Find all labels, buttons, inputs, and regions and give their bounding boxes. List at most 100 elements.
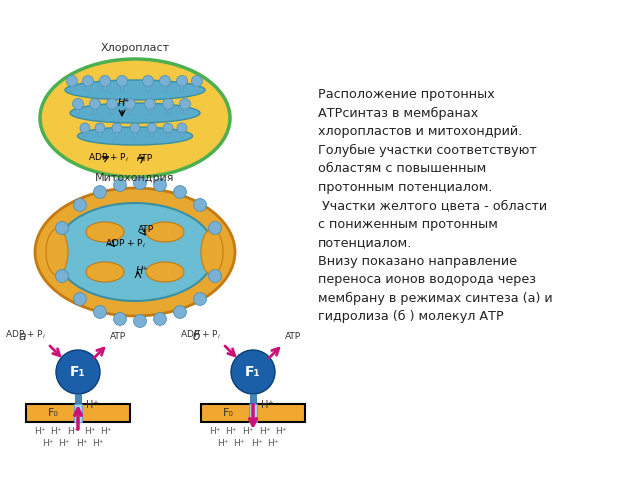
Circle shape [116, 75, 127, 86]
Ellipse shape [77, 127, 193, 145]
Circle shape [113, 312, 127, 325]
Text: ADP + P$_i$: ADP + P$_i$ [105, 238, 146, 251]
Text: H⁺: H⁺ [118, 98, 131, 108]
Ellipse shape [55, 203, 215, 301]
Ellipse shape [86, 222, 124, 242]
Circle shape [193, 292, 207, 305]
Circle shape [179, 98, 191, 109]
Text: H⁺: H⁺ [217, 439, 228, 448]
Circle shape [193, 199, 207, 212]
Text: H⁺: H⁺ [243, 427, 253, 436]
Circle shape [145, 98, 156, 109]
Circle shape [134, 177, 147, 190]
Circle shape [56, 221, 68, 235]
Text: H⁺: H⁺ [268, 439, 279, 448]
Bar [164, 85, 166, 91]
Circle shape [163, 123, 173, 133]
Text: H⁺: H⁺ [86, 400, 99, 410]
Text: F₀: F₀ [223, 408, 234, 418]
FancyBboxPatch shape [201, 404, 305, 422]
Text: H⁺: H⁺ [42, 439, 54, 448]
Circle shape [74, 292, 86, 305]
Text: ADP + P$_i$: ADP + P$_i$ [88, 152, 129, 165]
Ellipse shape [86, 262, 124, 282]
Text: ATP: ATP [138, 225, 154, 234]
Ellipse shape [40, 59, 230, 177]
Circle shape [125, 98, 136, 109]
Bar [75, 394, 81, 404]
Circle shape [72, 98, 83, 109]
Circle shape [134, 314, 147, 327]
Text: б: б [193, 330, 201, 343]
Circle shape [99, 75, 111, 86]
Circle shape [90, 98, 100, 109]
Circle shape [56, 269, 68, 283]
Circle shape [177, 123, 187, 133]
Ellipse shape [35, 188, 235, 316]
Circle shape [80, 123, 90, 133]
Text: H⁺: H⁺ [233, 439, 244, 448]
Circle shape [106, 98, 118, 109]
Bar [84, 132, 86, 137]
Circle shape [67, 75, 77, 86]
Bar [196, 85, 198, 91]
Circle shape [177, 75, 188, 86]
Circle shape [95, 123, 105, 133]
Circle shape [209, 269, 221, 283]
Circle shape [130, 123, 140, 133]
Ellipse shape [146, 262, 184, 282]
Text: H⁺: H⁺ [84, 427, 96, 436]
Ellipse shape [146, 222, 184, 242]
Circle shape [173, 185, 186, 199]
Bar [129, 108, 131, 113]
Bar [167, 108, 169, 113]
Bar [134, 132, 136, 137]
Text: H⁺: H⁺ [58, 439, 70, 448]
Circle shape [159, 75, 170, 86]
Circle shape [231, 350, 275, 394]
Bar [250, 394, 256, 404]
Circle shape [147, 123, 157, 133]
Bar [77, 108, 79, 113]
Text: H⁺: H⁺ [67, 427, 79, 436]
Text: ADP + P$_i$: ADP + P$_i$ [180, 328, 221, 341]
Circle shape [112, 123, 122, 133]
Bar [167, 132, 169, 137]
Bar [184, 108, 186, 113]
Ellipse shape [65, 80, 205, 100]
Circle shape [191, 75, 202, 86]
Text: ATP: ATP [137, 154, 153, 163]
Bar [121, 85, 123, 91]
Text: H⁺: H⁺ [259, 427, 271, 436]
Circle shape [173, 305, 186, 319]
Circle shape [154, 312, 166, 325]
Circle shape [163, 98, 173, 109]
Text: ADP + P$_i$: ADP + P$_i$ [5, 328, 46, 341]
Bar [181, 132, 183, 137]
Text: Расположение протонных
АТРсинтаз в мембранах
хлоропластов и митохондрий.
Голубые: Расположение протонных АТРсинтаз в мембр… [318, 88, 552, 324]
Bar [94, 108, 96, 113]
Bar [74, 404, 82, 422]
FancyBboxPatch shape [26, 404, 130, 422]
Circle shape [209, 221, 221, 235]
Bar [104, 85, 106, 91]
Text: H⁺: H⁺ [252, 439, 263, 448]
Text: Митохондрия: Митохондрия [95, 173, 175, 183]
Text: H⁺: H⁺ [92, 439, 104, 448]
Text: H⁺: H⁺ [100, 427, 112, 436]
Circle shape [143, 75, 154, 86]
Ellipse shape [201, 229, 223, 275]
Text: H⁺: H⁺ [275, 427, 287, 436]
Text: F₁: F₁ [70, 365, 86, 379]
Text: H⁺: H⁺ [136, 266, 148, 276]
Ellipse shape [70, 103, 200, 123]
Text: H⁺: H⁺ [51, 427, 61, 436]
Ellipse shape [46, 229, 68, 275]
Circle shape [93, 305, 106, 319]
Bar [147, 85, 149, 91]
Bar [87, 85, 89, 91]
Bar [99, 132, 101, 137]
Text: ATP: ATP [110, 332, 126, 341]
Text: Хлоропласт: Хлоропласт [100, 43, 170, 53]
Circle shape [56, 350, 100, 394]
